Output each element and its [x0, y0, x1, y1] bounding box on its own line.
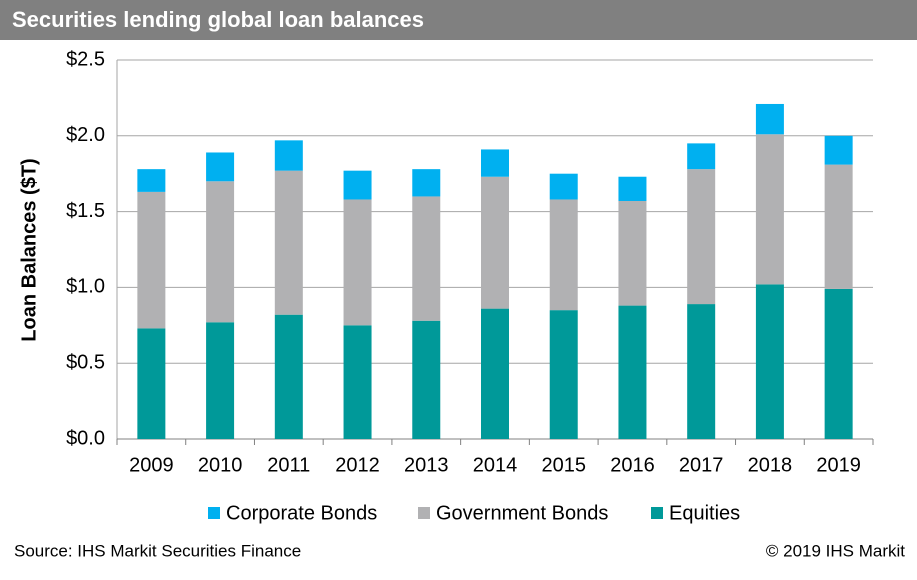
- bar-segment: [137, 191, 166, 329]
- x-tick-label: 2018: [748, 454, 793, 476]
- bar-segment: [274, 140, 303, 171]
- bar-segment: [618, 305, 647, 439]
- copyright: © 2019 IHS Markit: [766, 541, 905, 560]
- x-tick-label: 2012: [335, 454, 380, 476]
- bar-segment: [274, 314, 303, 439]
- bar-segment: [206, 181, 235, 323]
- legend-label: Equities: [669, 502, 740, 524]
- legend-swatch: [208, 507, 220, 519]
- y-tick-label: $2.0: [66, 124, 105, 146]
- bar-segment: [481, 149, 509, 177]
- bar-segment: [206, 322, 235, 439]
- bar-segment: [481, 176, 509, 309]
- legend-label: Government Bonds: [436, 502, 608, 524]
- y-axis-label: Loan Balances ($T): [18, 158, 40, 341]
- bar-segment: [755, 134, 784, 285]
- x-tick-label: 2009: [129, 454, 174, 476]
- bar-segment: [481, 308, 509, 439]
- y-tick-label: $1.5: [66, 200, 105, 222]
- bar-segment: [618, 176, 647, 201]
- y-tick-label: $0.5: [66, 351, 105, 373]
- bar-segment: [274, 170, 303, 315]
- x-tick-label: 2011: [267, 454, 310, 476]
- chart-title: Securities lending global loan balances: [12, 7, 424, 32]
- bar-segment: [618, 200, 647, 306]
- bar-segment: [206, 152, 235, 182]
- y-tick-label: $1.0: [66, 276, 105, 298]
- x-tick-label: 2019: [816, 454, 861, 476]
- x-tick-label: 2016: [610, 454, 655, 476]
- legend-label: Corporate Bonds: [226, 502, 377, 524]
- x-tick-label: 2014: [473, 454, 518, 476]
- x-tick-label: 2015: [541, 454, 586, 476]
- bar-segment: [137, 328, 166, 439]
- y-tick-label: $0.0: [66, 427, 105, 449]
- bar-segment: [687, 304, 716, 439]
- bar-segment: [824, 164, 853, 289]
- y-tick-label: $2.5: [66, 48, 105, 70]
- bar-segment: [343, 170, 372, 200]
- bar-segment: [343, 199, 372, 326]
- x-tick-label: 2010: [198, 454, 243, 476]
- title-bar: [0, 0, 917, 40]
- bar-segment: [343, 325, 372, 439]
- bar-segment: [412, 196, 441, 321]
- x-tick-label: 2013: [404, 454, 449, 476]
- bar-segment: [824, 135, 853, 165]
- legend-swatch: [651, 507, 663, 519]
- legend-swatch: [418, 507, 430, 519]
- bar-segment: [687, 143, 716, 170]
- bar-segment: [755, 103, 784, 135]
- bar-segment: [824, 288, 853, 439]
- bar-segment: [549, 199, 578, 311]
- source: Source: IHS Markit Securities Finance: [14, 541, 301, 560]
- bar-segment: [687, 169, 716, 305]
- bar-segment: [137, 169, 166, 192]
- bar-segment: [412, 169, 441, 197]
- x-tick-label: 2017: [679, 454, 724, 476]
- bar-segment: [755, 284, 784, 439]
- bar-segment: [549, 173, 578, 200]
- bar-segment: [412, 320, 441, 439]
- bar-segment: [549, 310, 578, 439]
